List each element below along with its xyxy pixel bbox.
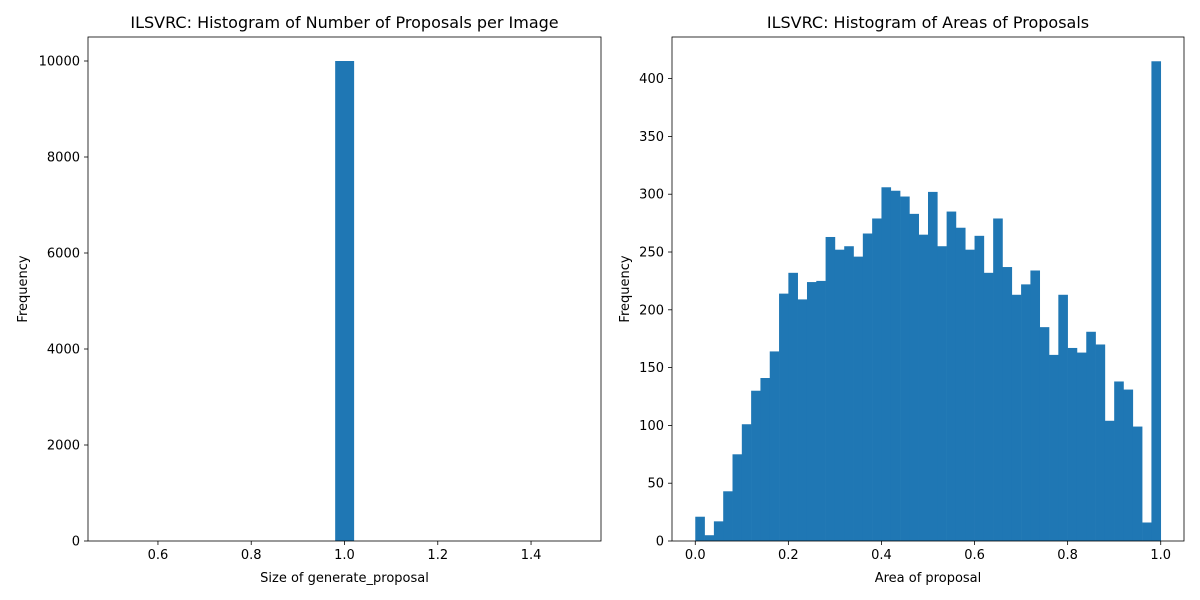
left-y-tick-label: 4000 xyxy=(47,343,80,358)
right-y-tick-label: 0 xyxy=(656,535,664,550)
right-histogram-bar xyxy=(1076,352,1087,541)
left-x-tick-label: 0.8 xyxy=(241,548,262,563)
left-histogram-plot: 0.6 0.8 1.0 1.2 1.4 0 2000 4000 6000 8000 10000 xyxy=(39,36,602,563)
right-histogram-bar xyxy=(806,282,817,541)
right-histogram-bar xyxy=(1030,270,1041,541)
right-y-tick-label: 100 xyxy=(639,419,664,434)
right-histogram-bar xyxy=(816,280,826,541)
right-histogram-bar xyxy=(918,234,929,541)
right-histogram-bar xyxy=(890,190,901,542)
right-histogram-bar xyxy=(909,213,919,542)
right-histogram-bar xyxy=(751,390,761,541)
right-histogram-bar xyxy=(825,236,836,542)
right-histogram-bar xyxy=(1021,284,1031,541)
left-x-tick-label: 1.2 xyxy=(427,548,448,563)
right-histogram-bar xyxy=(779,293,789,541)
right-histogram-bar xyxy=(797,299,808,541)
left-x-tick-label: 1.0 xyxy=(334,548,355,563)
right-histogram-bar xyxy=(881,187,892,542)
right-x-tick-label: 0.2 xyxy=(778,548,799,563)
right-histogram-bar xyxy=(1095,344,1106,541)
right-y-tick-label: 300 xyxy=(639,188,664,203)
right-histogram-bar xyxy=(834,249,845,541)
right-histogram-bar xyxy=(937,246,947,541)
left-y-tick-label: 0 xyxy=(72,535,80,550)
left-y-axis-label: Frequency xyxy=(16,255,31,322)
right-histogram-bar xyxy=(1151,61,1162,541)
left-x-tick-label: 1.4 xyxy=(521,548,542,563)
left-chart-title: ILSVRC: Histogram of Number of Proposals… xyxy=(130,13,558,32)
right-axes-frame xyxy=(671,36,1185,542)
right-histogram-bar xyxy=(872,218,882,541)
right-histogram-bar xyxy=(741,424,752,541)
right-histogram-bar xyxy=(695,516,705,541)
right-x-tick-label: 0.4 xyxy=(871,548,892,563)
right-y-axis-label: Frequency xyxy=(618,255,633,322)
right-y-tick-label: 250 xyxy=(639,246,664,261)
left-histogram-bar xyxy=(335,61,355,541)
right-histogram-bar xyxy=(928,191,938,541)
right-histogram-bar xyxy=(946,211,957,541)
right-y-tick-label: 350 xyxy=(639,130,664,145)
right-x-axis-label: Area of proposal xyxy=(875,571,982,586)
right-histogram-bar xyxy=(1058,294,1068,541)
right-histogram-bar xyxy=(704,535,715,541)
right-histogram-bar xyxy=(1142,522,1152,541)
right-histogram-bar xyxy=(853,256,864,541)
right-histogram-bar xyxy=(862,233,873,541)
right-histogram-plot: 0.0 0.2 0.4 0.6 0.8 1.0 0 50 100 150 200 250 300 350 4… xyxy=(639,36,1185,563)
right-y-tick-label: 50 xyxy=(647,477,664,492)
right-histogram-bar xyxy=(844,246,854,541)
right-histogram-bar xyxy=(769,351,780,541)
right-histogram-bar xyxy=(1132,426,1143,541)
right-histogram-bar xyxy=(900,196,910,541)
right-histogram-bar xyxy=(974,235,985,541)
right-histogram-bar xyxy=(1011,294,1022,541)
right-histogram-bar xyxy=(1114,381,1124,541)
right-histogram-bar xyxy=(723,491,733,541)
right-histogram-bar xyxy=(955,227,966,541)
right-histogram-bar xyxy=(1049,354,1059,541)
right-histogram-bar xyxy=(993,218,1003,541)
right-histogram-bar xyxy=(1067,347,1078,541)
left-y-tick-label: 2000 xyxy=(47,439,80,454)
right-y-tick-label: 200 xyxy=(639,303,664,318)
left-y-tick-label: 6000 xyxy=(47,247,80,262)
right-x-tick-label: 1.0 xyxy=(1150,548,1171,563)
right-y-tick-label: 150 xyxy=(639,361,664,376)
left-x-axis-label: Size of generate_proposal xyxy=(260,571,429,586)
right-histogram-bar xyxy=(965,249,975,541)
right-histogram-bar xyxy=(760,378,771,541)
right-histogram-bar xyxy=(1086,331,1096,541)
right-y-tick-label: 400 xyxy=(639,72,664,87)
right-histogram-bar xyxy=(1002,267,1013,541)
right-x-tick-label: 0.0 xyxy=(685,548,706,563)
left-x-tick-label: 0.6 xyxy=(148,548,169,563)
right-histogram-bar xyxy=(1123,389,1134,541)
right-histogram-bar xyxy=(788,272,798,541)
right-histogram-bar xyxy=(732,454,743,541)
right-histogram-bar xyxy=(983,272,994,541)
left-y-tick-label: 8000 xyxy=(47,151,80,166)
right-histogram-bar xyxy=(1104,420,1115,541)
right-x-tick-label: 0.8 xyxy=(1057,548,1078,563)
right-histogram-bar xyxy=(1039,327,1050,541)
left-y-tick-label: 10000 xyxy=(39,55,80,70)
right-chart-title: ILSVRC: Histogram of Areas of Proposals xyxy=(767,13,1089,32)
right-x-tick-label: 0.6 xyxy=(964,548,985,563)
right-histogram-bar xyxy=(713,521,724,541)
